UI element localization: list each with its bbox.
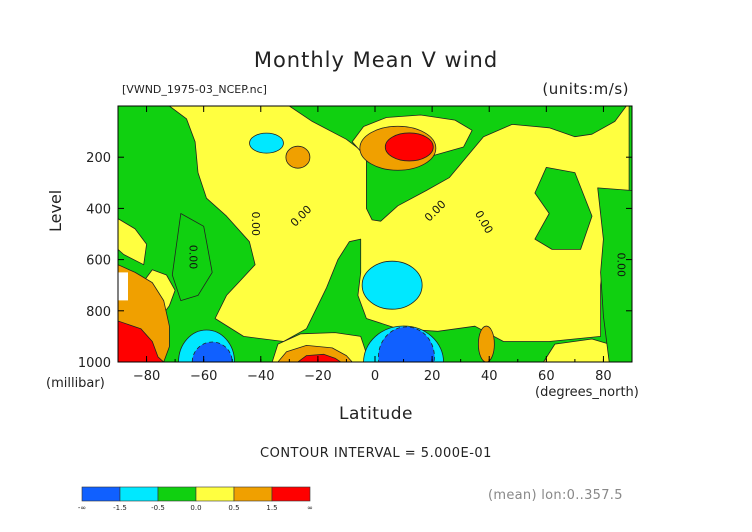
y-tick-label: 1000 [78, 356, 111, 371]
y-axis-units: (millibar) [46, 376, 105, 391]
missing-data-patch [118, 272, 128, 301]
region-negative-farright [597, 187, 632, 362]
contour-field [118, 106, 632, 362]
region-positive-main [123, 106, 630, 342]
colorbar-label-4: 0.5 [228, 504, 239, 512]
file-label: [VWND_1975-03_NCEP.nc] [122, 83, 267, 96]
x-tick-label: −40 [247, 369, 274, 384]
region-small-orange [285, 145, 311, 169]
chart-title: Monthly Mean V wind [253, 48, 499, 72]
colorbar-label-2: -0.5 [151, 504, 165, 512]
y-tick-label: 800 [86, 305, 111, 320]
region-orange-right [477, 325, 495, 362]
colorbar: -∞ -1.5 -0.5 0.0 0.5 1.5 ∞ [78, 486, 313, 512]
colorbar-bin-3 [195, 486, 235, 502]
region-neg-mid-cyan [361, 260, 423, 310]
colorbar-label-1: -1.5 [113, 504, 127, 512]
y-tick-label: 200 [86, 151, 111, 166]
contour-label-0: 0.00 [186, 245, 199, 270]
contour-label-5: 0.00 [615, 252, 628, 277]
y-tick-label: 400 [86, 202, 111, 217]
region-neg-upper-cyan [249, 132, 284, 154]
mean-label: (mean) lon:0..357.5 [488, 488, 623, 503]
x-axis-units: (degrees_north) [535, 385, 639, 400]
x-tick-label: −80 [133, 369, 160, 384]
colorbar-label-6: ∞ [307, 504, 313, 512]
region-negative-patch-right [534, 166, 593, 250]
region-jet-red [384, 132, 434, 162]
contour-label-1: 0.00 [249, 212, 262, 237]
y-axis-ticks: 200 400 600 800 1000 [78, 151, 632, 371]
region-red-left [118, 320, 165, 362]
x-axis-title: Latitude [339, 404, 413, 424]
colorbar-bin-4 [233, 486, 273, 502]
x-tick-label: 20 [424, 369, 441, 384]
x-tick-label: 60 [538, 369, 555, 384]
colorbar-bin-2 [157, 486, 197, 502]
region-negative-patch-left [171, 213, 213, 302]
y-tick-label: 600 [86, 254, 111, 269]
x-axis-ticks: −80 −60 −40 −20 0 20 40 60 80 [117, 106, 633, 384]
colorbar-bin-5 [271, 486, 311, 502]
colorbar-label-5: 1.5 [266, 504, 277, 512]
x-tick-label: 80 [595, 369, 612, 384]
colorbar-bin-0 [81, 486, 121, 502]
contour-interval-label: CONTOUR INTERVAL = 5.000E-01 [260, 446, 492, 461]
x-tick-label: −20 [304, 369, 331, 384]
region-neg-right-blue [378, 326, 435, 362]
colorbar-label-3: 0.0 [190, 504, 201, 512]
x-tick-label: 0 [371, 369, 379, 384]
units-label: (units:m/s) [542, 80, 629, 98]
region-positive-left [118, 218, 148, 266]
colorbar-label-0: -∞ [78, 504, 86, 512]
x-tick-label: 40 [481, 369, 498, 384]
region-red-bottom [297, 353, 342, 362]
region-neg-left-blue [191, 341, 233, 362]
colorbar-bin-1 [119, 486, 159, 502]
x-tick-label: −60 [190, 369, 217, 384]
